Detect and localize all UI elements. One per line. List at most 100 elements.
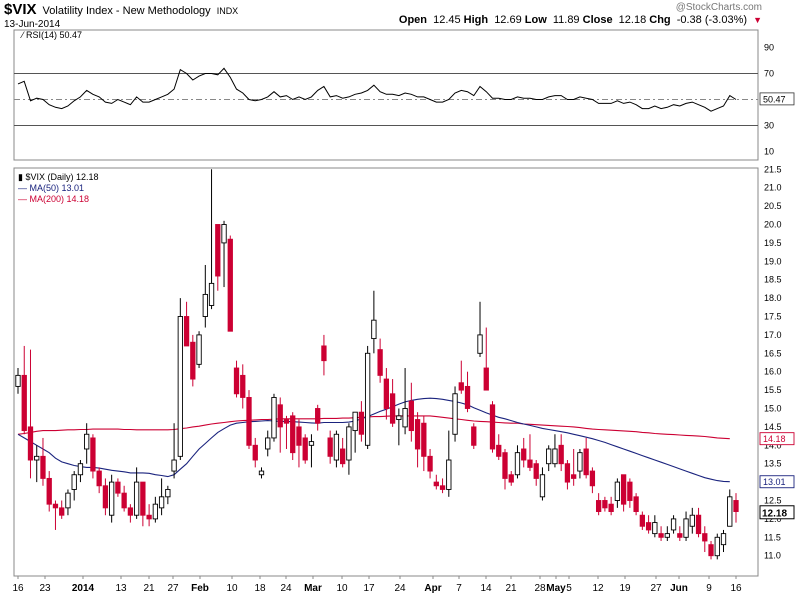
candle (539, 467, 546, 501)
candle-body (146, 514, 152, 520)
candle-body (152, 503, 159, 520)
candle (115, 478, 121, 497)
candle-body (421, 422, 427, 457)
candle (215, 224, 221, 291)
candle (521, 437, 527, 468)
candle (121, 485, 127, 512)
candle (627, 478, 633, 508)
candle (733, 493, 739, 523)
price-tick-label: 11.5 (764, 532, 781, 542)
candle-body (514, 452, 521, 476)
x-tick-label: 10 (226, 583, 238, 594)
rsi-tick-label: 30 (764, 121, 774, 131)
candle (202, 264, 208, 328)
candle-body (115, 481, 121, 494)
candle (271, 393, 277, 442)
x-tick-label: 5 (566, 583, 572, 594)
candle-body (308, 441, 315, 446)
candle-body (502, 452, 508, 479)
candle-body (652, 522, 658, 535)
candle (146, 504, 152, 527)
candle (720, 529, 727, 553)
candle (458, 360, 464, 394)
candle (59, 500, 65, 519)
price-icon: ▮ (18, 172, 23, 182)
candle-body (614, 481, 621, 501)
candle (633, 493, 639, 516)
candle-body (127, 507, 134, 516)
candle (446, 430, 452, 497)
candle (252, 437, 258, 468)
price-tick-label: 18.0 (764, 293, 782, 303)
rsi-legend: ⁄ RSI(14) 50.47 (22, 30, 82, 40)
price-tick-label: 16.0 (764, 367, 782, 377)
candle (152, 496, 159, 523)
candle-body (302, 437, 308, 461)
x-tick-label: 27 (650, 583, 662, 594)
price-tick-label: 11.0 (764, 551, 781, 561)
candle (15, 368, 21, 394)
x-tick-label: May (546, 583, 566, 594)
candle-body (714, 536, 720, 557)
candle (364, 345, 371, 449)
candle (564, 460, 571, 490)
candle-body (683, 518, 689, 538)
candle-body (720, 533, 727, 546)
candle-body (158, 496, 165, 509)
candle-body (708, 544, 714, 557)
price-legend-text: $VIX (Daily) 12.18 (25, 172, 99, 182)
candle-body (577, 452, 583, 472)
x-tick-label: 21 (505, 583, 517, 594)
rsi-tick-label: 70 (764, 69, 774, 79)
x-tick-label: 13 (115, 583, 127, 594)
brand-watermark: @StockCharts.com (675, 2, 762, 13)
candle (346, 423, 352, 475)
candle (546, 445, 552, 472)
x-tick-label: 19 (619, 583, 631, 594)
candle (65, 489, 71, 516)
open-value: 12.45 (433, 14, 461, 26)
candle (708, 540, 714, 560)
candle-body (133, 481, 140, 516)
rsi-icon: ⁄ (22, 30, 24, 40)
candle (477, 301, 483, 357)
candle-body (59, 507, 65, 516)
candle-body (252, 444, 258, 461)
high-value: 12.69 (494, 14, 522, 26)
candle (190, 334, 196, 387)
x-tick-label: 16 (730, 583, 742, 594)
candle (333, 430, 340, 468)
candle (439, 478, 446, 494)
candle-body (277, 404, 283, 428)
candle-body (627, 481, 633, 501)
candle (90, 434, 96, 479)
candle-body (77, 463, 84, 476)
candle (77, 460, 84, 483)
candle (589, 467, 596, 494)
candle (489, 401, 496, 453)
candle-body (677, 533, 683, 538)
chg-value: -0.38 (-3.03%) (676, 14, 748, 26)
x-tick-label: 16 (12, 583, 24, 594)
candle (645, 515, 652, 534)
candle (165, 485, 171, 505)
rsi-current-label: 50.47 (763, 94, 786, 104)
x-tick-label: 12 (592, 583, 604, 594)
candle (620, 474, 627, 512)
x-tick-label: 24 (394, 583, 406, 594)
low-label: Low (524, 14, 547, 26)
candle-body (240, 374, 246, 398)
candle (677, 526, 683, 541)
candle (46, 471, 52, 512)
candle (233, 360, 240, 398)
rsi-tick-label: 90 (764, 43, 774, 53)
x-tick-label: 14 (480, 583, 492, 594)
price-tick-label: 16.5 (764, 348, 782, 358)
candle (608, 496, 614, 516)
x-tick-label: 2014 (72, 583, 95, 594)
candle-body (196, 334, 202, 365)
candle-body (215, 224, 221, 277)
candle-body (27, 426, 34, 461)
candle-body (589, 470, 596, 487)
